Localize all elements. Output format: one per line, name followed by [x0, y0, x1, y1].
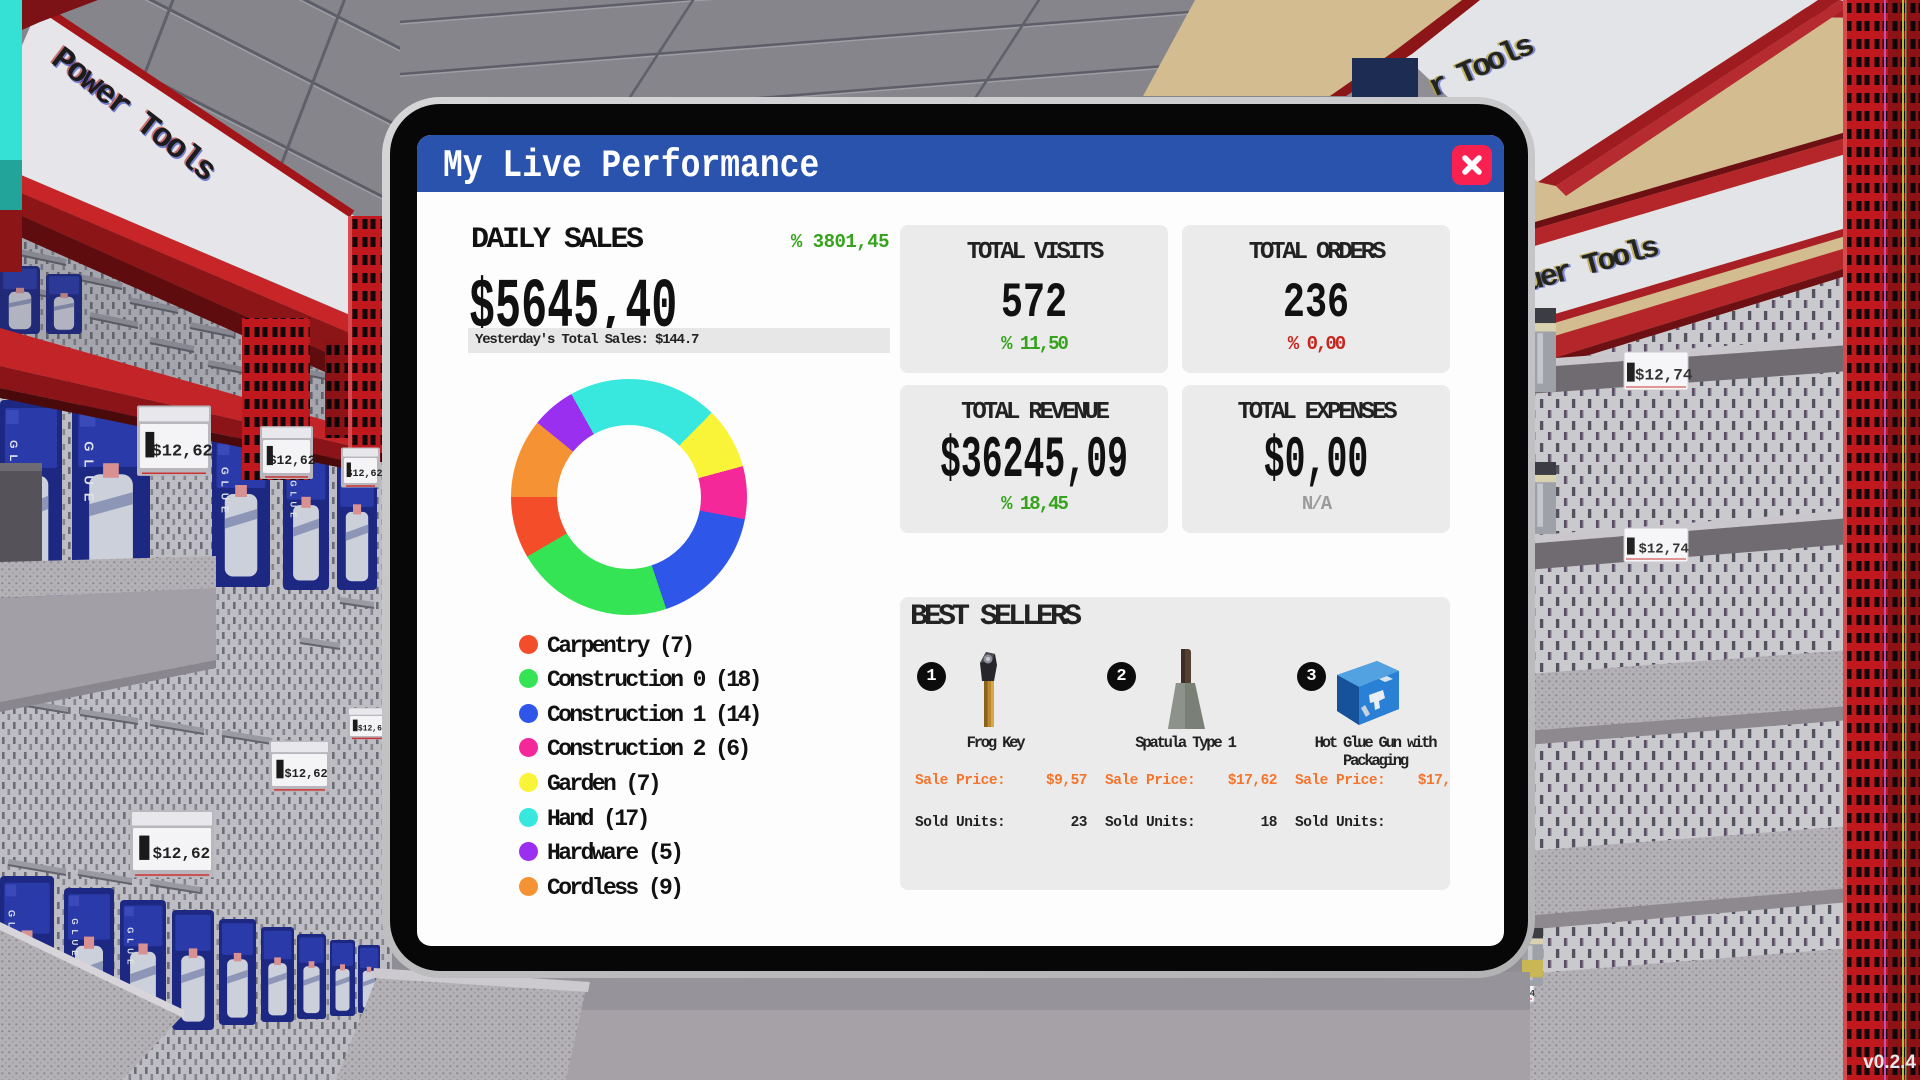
- svg-text:$12,62: $12,62: [284, 767, 327, 781]
- svg-text:GLUE: GLUE: [82, 441, 97, 509]
- svg-text:GLUE: GLUE: [288, 480, 297, 522]
- svg-text:$12,74: $12,74: [1638, 541, 1688, 557]
- svg-text:$12,62: $12,62: [358, 724, 387, 733]
- svg-text:$12,62: $12,62: [269, 453, 316, 468]
- svg-text:GLUE: GLUE: [218, 467, 229, 519]
- svg-text:GLUE: GLUE: [70, 918, 79, 960]
- svg-text:$12,62: $12,62: [152, 443, 213, 462]
- svg-text:GLUE: GLUE: [125, 927, 134, 969]
- svg-text:v0.2.4: v0.2.4: [1863, 1052, 1916, 1073]
- svg-text:$12,62: $12,62: [346, 468, 382, 480]
- svg-text:$12,74: $12,74: [1635, 366, 1693, 384]
- svg-text:$12,62: $12,62: [153, 845, 211, 863]
